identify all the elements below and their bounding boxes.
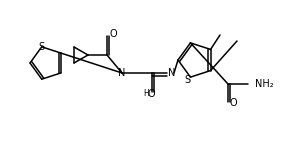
Text: N: N bbox=[168, 68, 176, 78]
Text: NH₂: NH₂ bbox=[255, 79, 274, 89]
Text: S: S bbox=[184, 75, 190, 85]
Text: O: O bbox=[109, 29, 117, 39]
Text: N: N bbox=[118, 68, 126, 78]
Text: O: O bbox=[229, 98, 237, 108]
Text: S: S bbox=[39, 42, 45, 52]
Text: H: H bbox=[143, 90, 149, 99]
Text: O: O bbox=[147, 89, 155, 99]
